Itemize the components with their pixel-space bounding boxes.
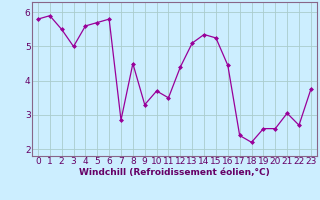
X-axis label: Windchill (Refroidissement éolien,°C): Windchill (Refroidissement éolien,°C) — [79, 168, 270, 177]
